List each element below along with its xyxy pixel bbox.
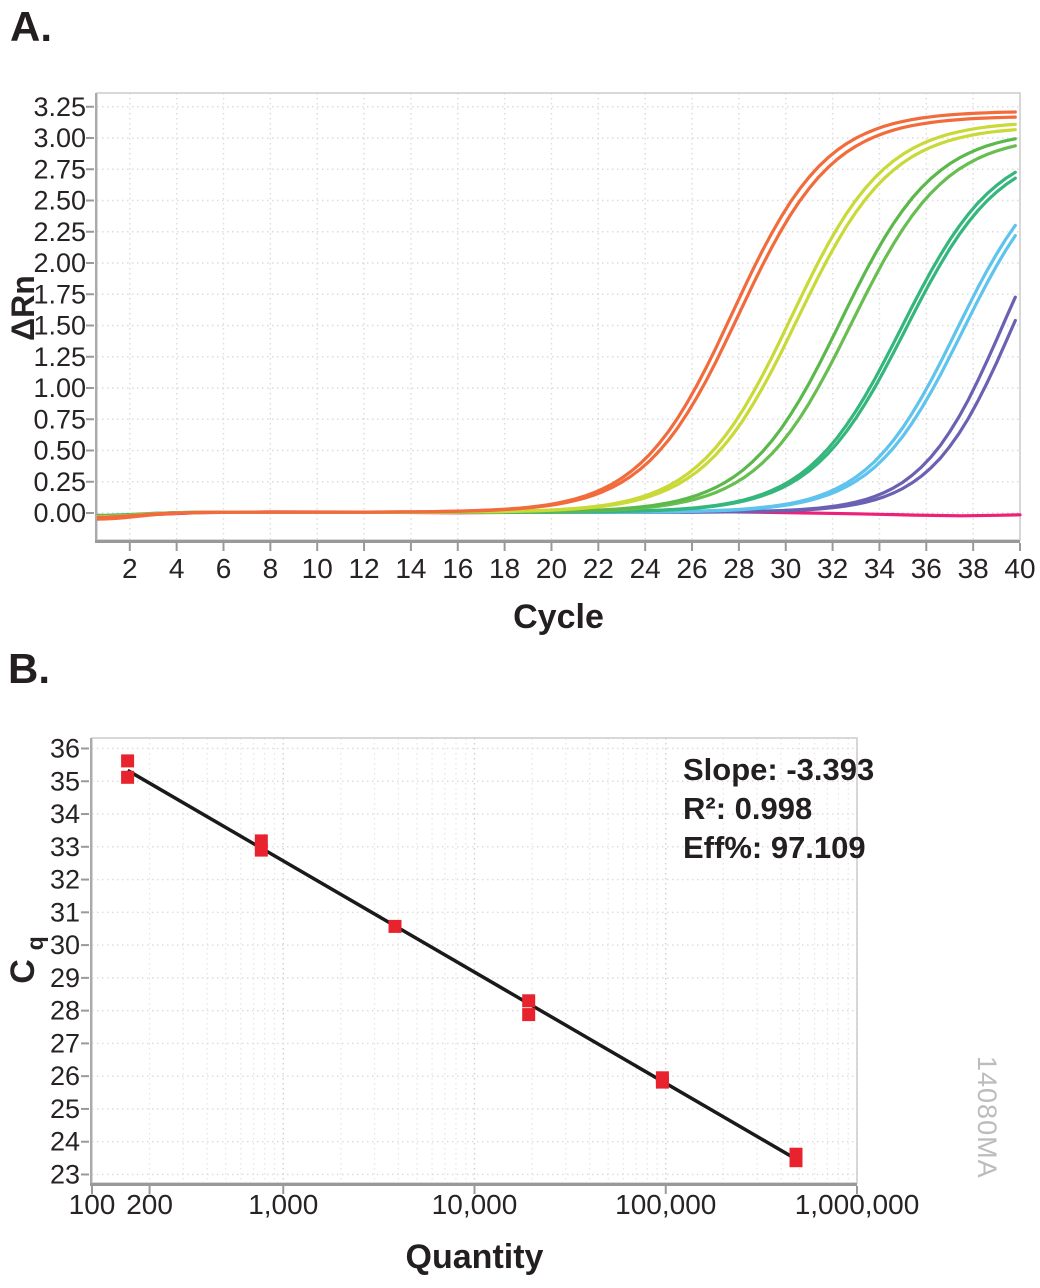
x-tick-label: 38 <box>958 553 989 584</box>
x-tick-label: 8 <box>263 553 279 584</box>
standard-curve-plot: 100 200 1,000 10,000 100,000 1,000,0003635343… <box>4 733 919 1220</box>
x-tick-label: 16 <box>442 553 473 584</box>
x-tick-label: 24 <box>630 553 661 584</box>
amplification-curve <box>95 295 1017 519</box>
panel-a-plot-border <box>96 92 1021 541</box>
amplification-curves <box>95 110 1022 521</box>
standard-curve-plot-layers: 100 200 1,000 10,000 100,000 1,000,0003635343… <box>50 733 919 1220</box>
y-tick-label: 28 <box>50 996 80 1026</box>
stat-slope: Slope: -3.393 <box>683 752 875 787</box>
x-tick-label: 18 <box>489 553 520 584</box>
y-tick-label: 2.25 <box>33 217 86 247</box>
amplification-plot-layers: 2 4 6 8 10 12 14 16 18 20 22 24 26 28 30 32 34 36 38 403.25… <box>33 92 1035 584</box>
y-tick-label: 26 <box>50 1061 80 1091</box>
y-tick-label: 25 <box>50 1094 80 1124</box>
y-tick-label: 35 <box>50 766 80 796</box>
y-tick-label: 23 <box>50 1159 80 1189</box>
y-tick-label: 2.00 <box>33 248 86 278</box>
x-tick-label: 1,000,000 <box>795 1189 920 1220</box>
y-tick-label: 29 <box>50 963 80 993</box>
y-tick-label: 0.25 <box>33 467 86 497</box>
y-tick-label: 2.75 <box>33 154 86 184</box>
standard-point <box>522 1008 536 1022</box>
y-tick-label: 1.75 <box>33 279 86 309</box>
panel-b-label: B. <box>8 645 50 692</box>
x-tick-label: 100 <box>69 1189 116 1220</box>
standard-point <box>121 754 135 768</box>
panel-b-y-axis-title: C q <box>4 936 48 984</box>
x-tick-label: 1,000 <box>248 1189 318 1220</box>
standard-point <box>655 1075 669 1089</box>
figure-number-watermark: 14080MA <box>972 1056 1002 1179</box>
x-tick-label: 22 <box>583 553 614 584</box>
standard-point <box>522 994 536 1008</box>
standard-point <box>388 919 402 933</box>
stat-efficiency: Eff%: 97.109 <box>683 830 866 865</box>
panel-b-gridlines <box>92 738 858 1183</box>
y-tick-label: 24 <box>50 1127 80 1157</box>
y-tick-label: 32 <box>50 865 80 895</box>
x-tick-label: 26 <box>676 553 707 584</box>
x-tick-label: 40 <box>1004 553 1035 584</box>
regression-stats: Slope: -3.393 R²: 0.998 Eff%: 97.109 <box>683 750 874 867</box>
amplification-curve <box>95 144 1017 520</box>
y-tick-label: 27 <box>50 1028 80 1058</box>
y-tick-label: 34 <box>50 799 80 829</box>
amplification-plot: 2 4 6 8 10 12 14 16 18 20 22 24 26 28 30 32 34 36 38 403.25… <box>5 92 1036 584</box>
x-tick-label: 4 <box>169 553 185 584</box>
y-tick-label: 0.75 <box>33 404 86 434</box>
y-tick-label: 3.25 <box>33 92 86 122</box>
x-tick-label: 28 <box>723 553 754 584</box>
y-tick-label: 3.00 <box>33 123 86 153</box>
y-tick-label: 30 <box>50 930 80 960</box>
panel-a-label: A. <box>10 3 52 50</box>
x-tick-label: 14 <box>395 553 426 584</box>
panel-b-x-axis-title: Quantity <box>405 1238 544 1276</box>
x-tick-label: 100,000 <box>615 1189 716 1220</box>
standard-point <box>254 843 268 857</box>
standard-point <box>789 1154 803 1168</box>
amplification-curve <box>95 110 1017 519</box>
panel-a-gridlines <box>97 93 1021 540</box>
x-tick-label: 12 <box>348 553 379 584</box>
x-tick-label: 36 <box>911 553 942 584</box>
x-tick-label: 34 <box>864 553 895 584</box>
regression-line <box>126 768 797 1161</box>
x-tick-label: 200 <box>126 1189 173 1220</box>
panel-a-x-axis-title: Cycle <box>513 598 604 636</box>
stat-r2: R²: 0.998 <box>683 791 813 826</box>
y-tick-label: 36 <box>50 733 80 763</box>
x-tick-label: 2 <box>122 553 138 584</box>
y-tick-label: 1.50 <box>33 311 86 341</box>
x-tick-label: 32 <box>817 553 848 584</box>
y-tick-label: 1.25 <box>33 342 86 372</box>
x-tick-label: 6 <box>216 553 232 584</box>
standard-point <box>121 770 135 784</box>
x-tick-label: 10 <box>302 553 333 584</box>
x-tick-label: 20 <box>536 553 567 584</box>
x-tick-label: 10,000 <box>432 1189 518 1220</box>
y-tick-label: 0.50 <box>33 436 86 466</box>
y-tick-label: 0.00 <box>33 498 86 528</box>
x-tick-label: 30 <box>770 553 801 584</box>
y-tick-label: 33 <box>50 832 80 862</box>
panel-a-y-axis-title: ΔRn <box>5 275 41 341</box>
y-tick-label: 2.50 <box>33 186 86 216</box>
y-tick-label: 31 <box>50 897 80 927</box>
y-tick-label: 1.00 <box>33 373 86 403</box>
